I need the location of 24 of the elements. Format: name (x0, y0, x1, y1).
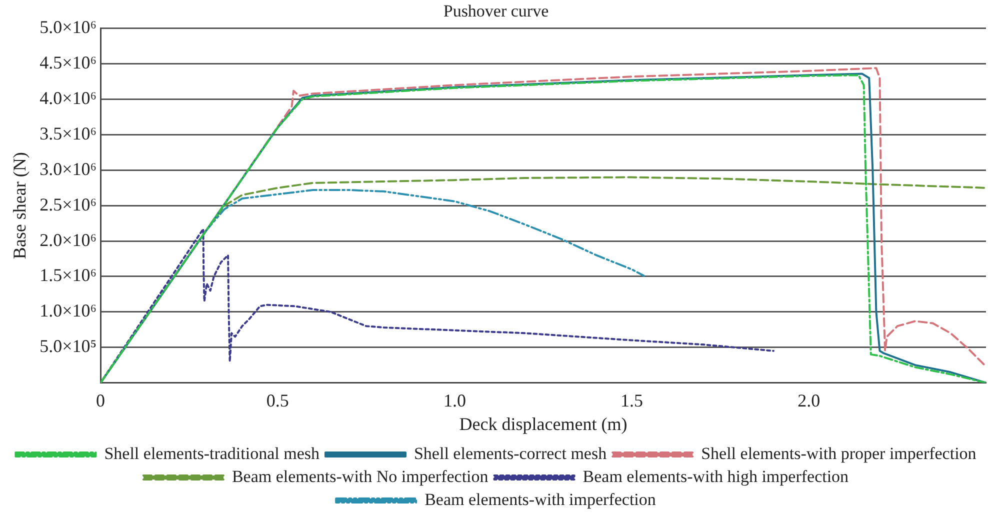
legend-label: Shell elements-traditional mesh (104, 444, 320, 463)
legend-label: Shell elements-correct mesh (414, 444, 608, 463)
y-tick-label: 2.5×10⁶ (40, 194, 97, 214)
x-tick-label: 1.5 (620, 390, 644, 410)
x-tick-label: 2.0 (798, 390, 820, 410)
y-tick-label: 1.5×10⁶ (40, 265, 97, 286)
y-tick-label: 4.5×10⁶ (40, 52, 97, 73)
x-tick-label: 1.0 (443, 390, 466, 410)
y-tick-label: 3.0×10⁶ (40, 158, 97, 179)
legend-label: Beam elements-with No imperfection (232, 466, 489, 486)
chart-title: Pushover curve (443, 2, 549, 21)
x-axis-title: Deck displacement (m) (459, 414, 628, 434)
y-tick-label: 1.0×10⁶ (40, 300, 97, 321)
x-tick-label: 0.5 (266, 390, 289, 410)
y-axis-title: Base shear (N) (10, 152, 30, 260)
y-tick-label: 4.0×10⁶ (40, 88, 97, 108)
legend-label: Shell elements-with proper imperfection (701, 444, 977, 463)
legend-label: Beam elements-with imperfection (424, 490, 656, 509)
x-tick-label: 0 (96, 390, 106, 410)
y-tick-label: 2.0×10⁶ (40, 230, 97, 250)
y-tick-label: 5.0×10⁵ (40, 336, 97, 356)
y-tick-label: 3.5×10⁶ (40, 123, 97, 144)
y-tick-label: 5.0×10⁶ (40, 17, 97, 38)
legend-label: Beam elements-with high imperfection (582, 466, 850, 486)
